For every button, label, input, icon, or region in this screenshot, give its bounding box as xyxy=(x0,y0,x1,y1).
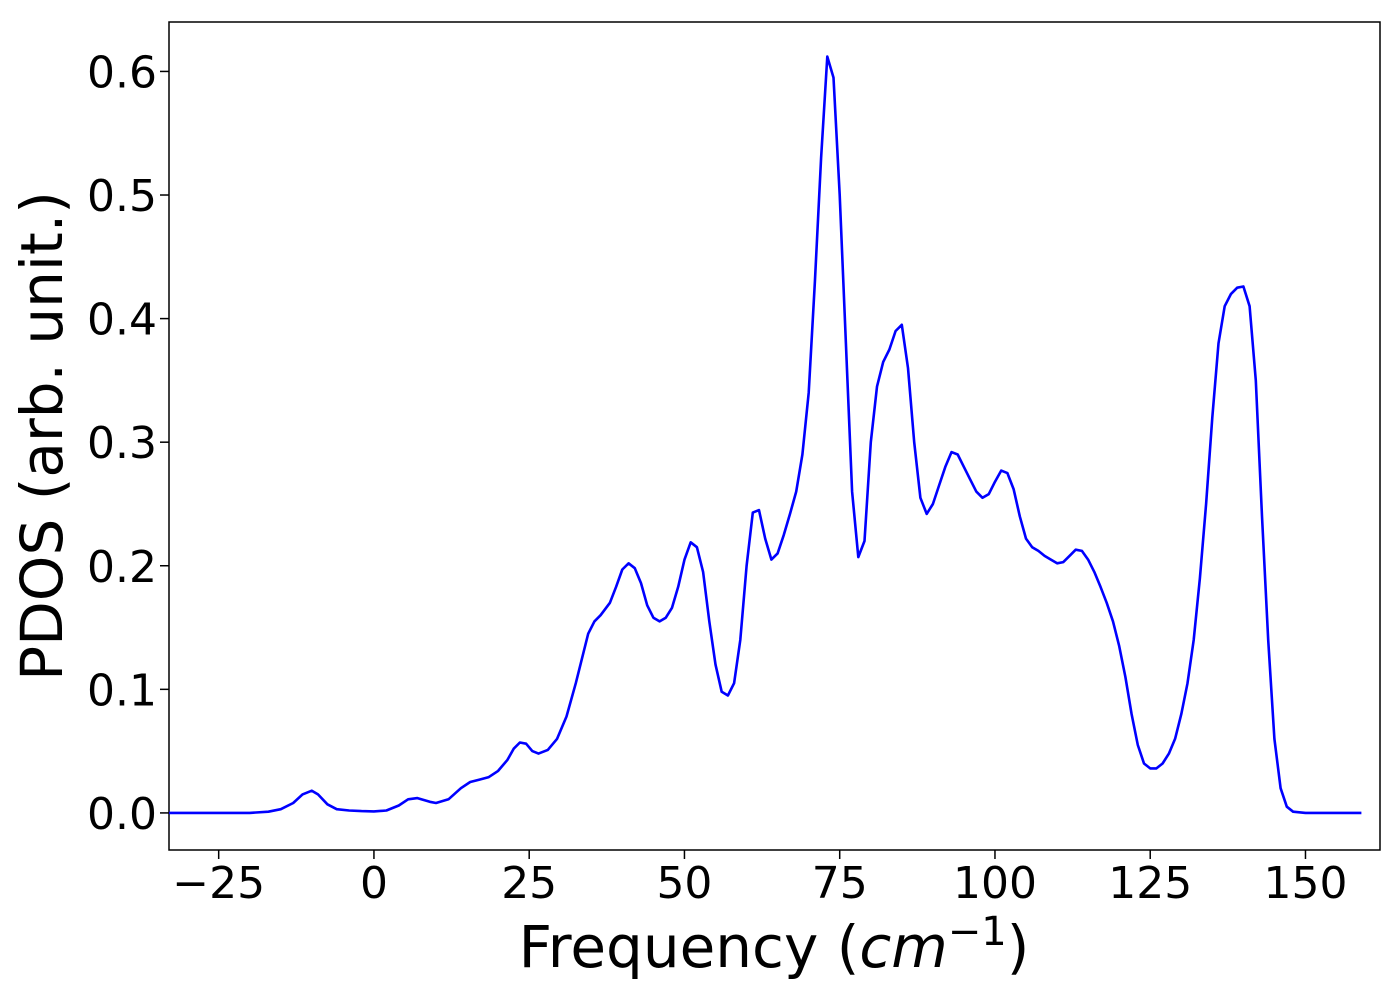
x-tick-label: 25 xyxy=(501,858,557,909)
x-tick-label: 0 xyxy=(360,858,388,909)
x-tick-label: 100 xyxy=(953,858,1037,909)
x-tick-label: 75 xyxy=(812,858,868,909)
y-tick-label: 0.4 xyxy=(87,295,157,346)
y-tick-label: 0.5 xyxy=(87,171,157,222)
x-axis-title: Frequency (cm−1) xyxy=(519,909,1030,981)
y-tick-label: 0.6 xyxy=(87,47,157,98)
x-tick-label: −25 xyxy=(172,858,265,909)
y-tick-label: 0.3 xyxy=(87,418,157,469)
y-tick-label: 0.2 xyxy=(87,542,157,593)
series-layer xyxy=(169,55,1362,815)
x-tick-label: 150 xyxy=(1263,858,1347,909)
y-axis-ticks: 0.0 0.1 0.2 0.3 0.4 0.5 0.6 xyxy=(87,47,169,840)
y-tick-label: 0.1 xyxy=(87,665,157,716)
x-tick-label: 50 xyxy=(656,858,712,909)
x-axis-ticks: −25 0 25 50 75 100 125 150 xyxy=(172,850,1347,909)
x-tick-label: 125 xyxy=(1108,858,1192,909)
y-tick-label: 0.0 xyxy=(87,789,157,840)
plot-area xyxy=(168,21,1381,851)
y-axis-title: PDOS (arb. unit.) xyxy=(8,191,76,681)
series-line-0 xyxy=(169,55,1362,815)
